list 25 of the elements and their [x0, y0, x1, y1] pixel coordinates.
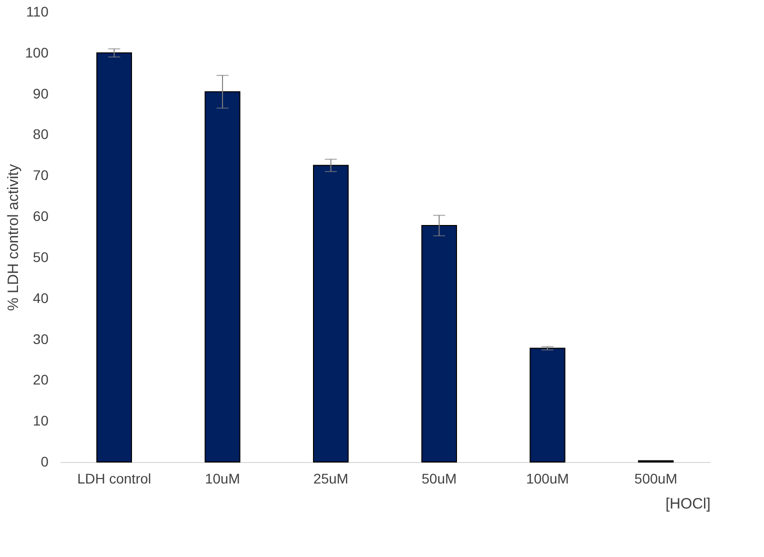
y-tick-label: 70 — [32, 167, 49, 184]
x-tick-label: LDH control — [77, 470, 152, 486]
bar — [530, 348, 566, 462]
y-tick-label: 10 — [32, 412, 49, 429]
y-tick-label: 90 — [32, 85, 49, 102]
x-axis-title: [HOCl] — [666, 496, 710, 512]
y-tick-label: 100 — [25, 44, 49, 60]
bar — [421, 225, 457, 462]
x-tick-label: 500uM — [634, 470, 678, 486]
y-tick-label: 0 — [40, 454, 49, 470]
x-tick-label: 50uM — [422, 470, 457, 486]
bar — [313, 164, 349, 462]
y-tick-label: 110 — [26, 4, 49, 20]
y-tick-label: 80 — [32, 126, 49, 142]
y-tick-label: 50 — [32, 248, 49, 265]
x-tick-label: 100uM — [526, 470, 569, 486]
y-tick-label: 20 — [32, 372, 49, 388]
bar — [96, 52, 132, 462]
x-tick-label: 10uM — [204, 470, 240, 486]
x-tick-label: 25uM — [313, 470, 348, 486]
y-tick-label: 60 — [32, 208, 49, 224]
y-tick-label: 30 — [32, 330, 49, 347]
y-tick-label: 40 — [32, 290, 49, 306]
bar — [204, 91, 240, 462]
y-axis-title: % LDH control activity — [5, 164, 22, 311]
